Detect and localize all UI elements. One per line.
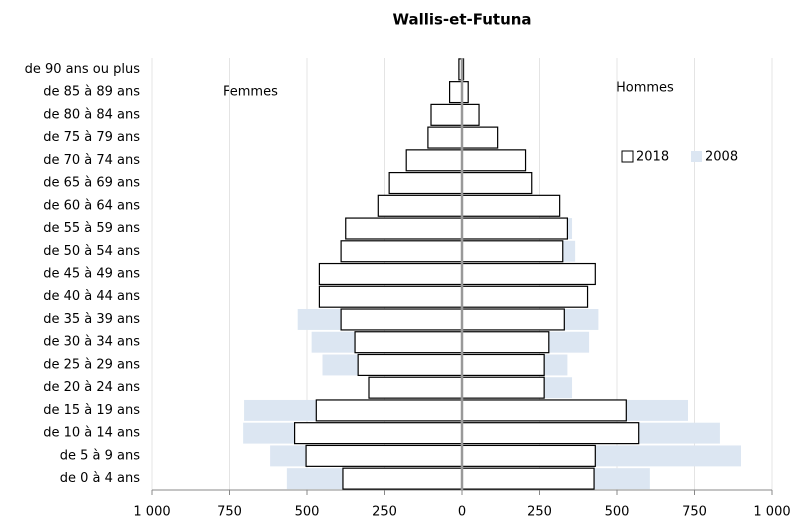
y-tick-label: de 50 à 54 ans <box>43 244 140 259</box>
bar <box>461 399 627 422</box>
y-tick-label: de 15 à 19 ans <box>43 403 140 418</box>
bar <box>461 331 550 354</box>
x-tick-label: 250 <box>372 505 397 520</box>
legend-swatch <box>691 151 702 162</box>
bar <box>345 217 463 240</box>
bar <box>461 126 499 149</box>
bar <box>461 149 527 172</box>
bar <box>461 308 565 331</box>
bar <box>461 285 589 308</box>
bar <box>461 444 596 467</box>
x-tick-label: 1 000 <box>753 505 790 520</box>
x-tick-label: 750 <box>682 505 707 520</box>
legend-label: 2018 <box>636 150 669 165</box>
x-tick-label: 250 <box>527 505 552 520</box>
bar <box>388 171 463 195</box>
bar <box>315 399 463 422</box>
y-tick-label: de 45 à 49 ans <box>43 267 140 282</box>
y-tick-label: de 20 à 24 ans <box>43 380 140 395</box>
x-tick-label: 500 <box>605 505 630 520</box>
bar <box>340 240 463 263</box>
bar <box>340 308 463 331</box>
bar <box>305 444 463 467</box>
y-tick-label: de 90 ans ou plus <box>25 62 141 77</box>
x-tick-label: 1 000 <box>133 505 170 520</box>
y-tick-label: de 25 à 29 ans <box>43 357 140 372</box>
bar <box>294 422 463 445</box>
bar <box>342 467 463 490</box>
right-label: Hommes <box>616 81 674 96</box>
y-tick-label: de 75 à 79 ans <box>43 130 140 145</box>
legend-swatch <box>621 150 634 163</box>
bar <box>427 126 463 149</box>
bar <box>461 422 640 445</box>
y-tick-label: de 40 à 44 ans <box>43 289 140 304</box>
bar <box>377 194 463 217</box>
x-tick-label: 750 <box>217 505 242 520</box>
bar <box>461 240 564 263</box>
y-tick-label: de 35 à 39 ans <box>43 312 140 327</box>
y-tick-label: de 65 à 69 ans <box>43 176 140 191</box>
bar <box>430 103 463 126</box>
chart-title: Wallis-et-Futuna <box>392 11 531 29</box>
bar <box>461 171 533 195</box>
y-tick-label: de 55 à 59 ans <box>43 221 140 236</box>
bar <box>405 149 463 172</box>
bar <box>357 353 463 377</box>
bar <box>354 331 463 354</box>
legend-label: 2008 <box>705 150 738 165</box>
x-tick-label: 500 <box>295 505 320 520</box>
bar <box>449 81 463 104</box>
x-tick-label: 0 <box>458 505 466 520</box>
bar <box>318 285 463 308</box>
bar <box>461 376 545 399</box>
y-tick-label: de 0 à 4 ans <box>60 471 140 486</box>
bar <box>461 103 480 126</box>
y-tick-label: de 30 à 34 ans <box>43 335 140 350</box>
y-tick-label: de 70 à 74 ans <box>43 153 140 168</box>
y-tick-label: de 5 à 9 ans <box>60 448 140 463</box>
bar <box>461 467 595 490</box>
bar <box>368 376 463 399</box>
bar <box>461 353 545 377</box>
bar <box>461 217 569 240</box>
bar <box>318 262 463 286</box>
y-tick-label: de 10 à 14 ans <box>43 426 140 441</box>
left-label: Femmes <box>223 85 278 100</box>
y-tick-label: de 80 à 84 ans <box>43 107 140 122</box>
y-tick-label: de 60 à 64 ans <box>43 198 140 213</box>
bar <box>461 194 561 217</box>
y-tick-label: de 85 à 89 ans <box>43 85 140 100</box>
bar <box>461 262 596 286</box>
